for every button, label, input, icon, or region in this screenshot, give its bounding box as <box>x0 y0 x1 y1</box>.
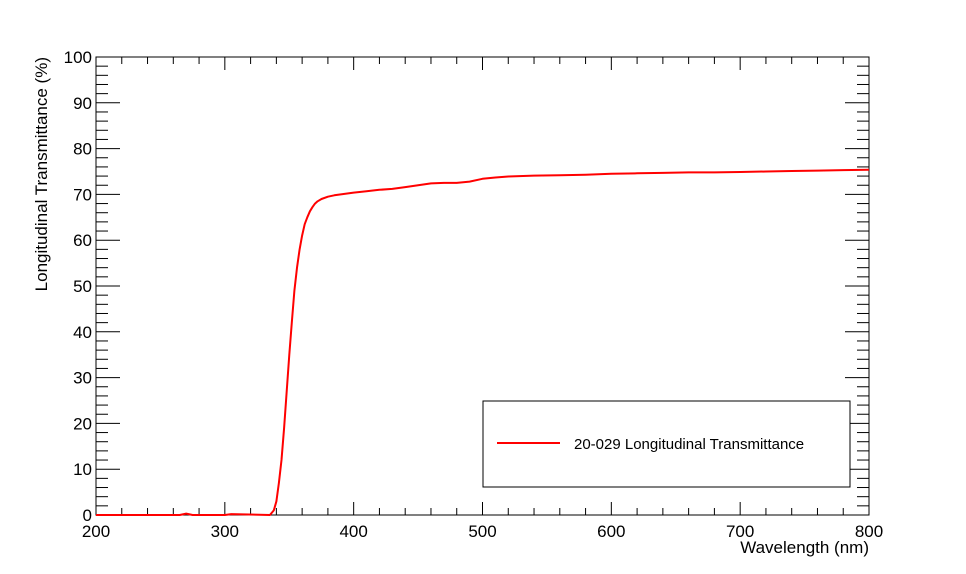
legend-label: 20-029 Longitudinal Transmittance <box>574 436 804 453</box>
axis-ticks <box>95 56 870 516</box>
y-tick-label: 50 <box>73 277 92 296</box>
y-axis-label: Longitudinal Transmittance (%) <box>32 57 51 291</box>
x-tick-label: 500 <box>468 522 496 541</box>
x-tick-label: 400 <box>339 522 367 541</box>
x-tick-label: 600 <box>597 522 625 541</box>
y-tick-label: 90 <box>73 94 92 113</box>
y-tick-label: 80 <box>73 140 92 159</box>
series-layer <box>96 168 870 516</box>
legend: 20-029 Longitudinal Transmittance <box>482 400 851 488</box>
y-tick-label: 70 <box>73 185 92 204</box>
y-tick-label: 0 <box>83 506 92 525</box>
x-tick-label: 700 <box>726 522 754 541</box>
x-axis-label: Wavelength (nm) <box>740 538 869 557</box>
y-tick-label: 20 <box>73 414 92 433</box>
y-tick-label: 60 <box>73 231 92 250</box>
x-tick-label: 200 <box>82 522 110 541</box>
series-line <box>96 168 870 516</box>
y-tick-label: 10 <box>73 460 92 479</box>
y-tick-label: 100 <box>64 48 92 67</box>
y-tick-label: 30 <box>73 369 92 388</box>
x-tick-label: 300 <box>211 522 239 541</box>
x-tick-label: 800 <box>855 522 883 541</box>
y-tick-label: 40 <box>73 323 92 342</box>
axis-tick-labels: 200 300 400 500 600 700 800 0 10 20 30 40 50 60 70 80 90… <box>64 48 884 541</box>
